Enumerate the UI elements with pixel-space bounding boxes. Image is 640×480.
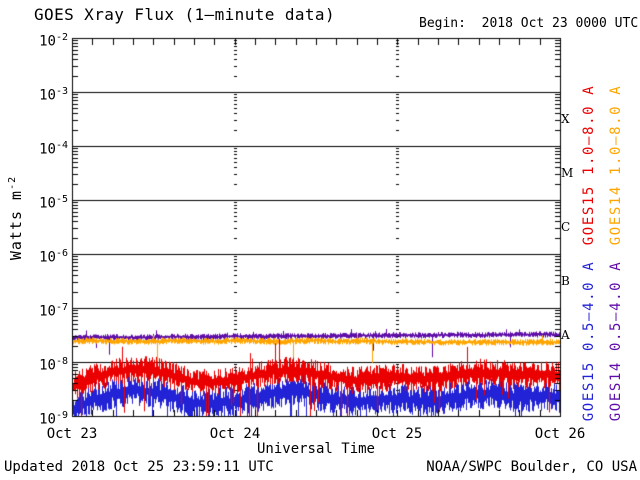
y-tick-label-1e-8: 10-8 xyxy=(39,356,68,374)
begin-timestamp: Begin: 2018 Oct 23 0000 UTC xyxy=(419,16,639,31)
y-tick-label-1e-6: 10-6 xyxy=(39,248,68,266)
legend-goes14-long: GOES14 1.0–8.0 A xyxy=(608,84,624,246)
x-tick-label-oct26: Oct 26 xyxy=(534,426,586,442)
flux-class-label-a: A xyxy=(561,328,570,342)
flux-class-label-c: C xyxy=(561,220,571,234)
chart-title: GOES Xray Flux (1–minute data) xyxy=(34,5,335,24)
flux-class-label-x: X xyxy=(561,112,570,126)
y-tick-label-1e-9: 10-9 xyxy=(39,410,68,428)
x-tick-label-oct23: Oct 23 xyxy=(46,426,98,442)
y-tick-label-1e-5: 10-5 xyxy=(39,194,68,212)
y-tick-label-1e-7: 10-7 xyxy=(39,302,68,320)
legend-goes15-short: GOES15 0.5–4.0 A xyxy=(581,260,597,422)
x-tick-label-oct24: Oct 24 xyxy=(209,426,261,442)
legend-goes15-long: GOES15 1.0–8.0 A xyxy=(581,84,597,246)
flux-class-label-m: M xyxy=(561,166,574,180)
updated-timestamp: Updated 2018 Oct 25 23:59:11 UTC xyxy=(4,459,274,475)
y-tick-label-1e-2: 10-2 xyxy=(39,32,68,50)
x-axis-label: Universal Time xyxy=(256,441,375,457)
x-tick-label-oct25: Oct 25 xyxy=(371,426,423,442)
y-tick-label-1e-3: 10-3 xyxy=(39,86,68,104)
y-tick-label-1e-4: 10-4 xyxy=(39,140,68,158)
data-source-credit: NOAA/SWPC Boulder, CO USA xyxy=(426,459,637,475)
flux-class-label-b: B xyxy=(561,274,570,288)
legend-goes14-short: GOES14 0.5–4.0 A xyxy=(608,260,624,422)
